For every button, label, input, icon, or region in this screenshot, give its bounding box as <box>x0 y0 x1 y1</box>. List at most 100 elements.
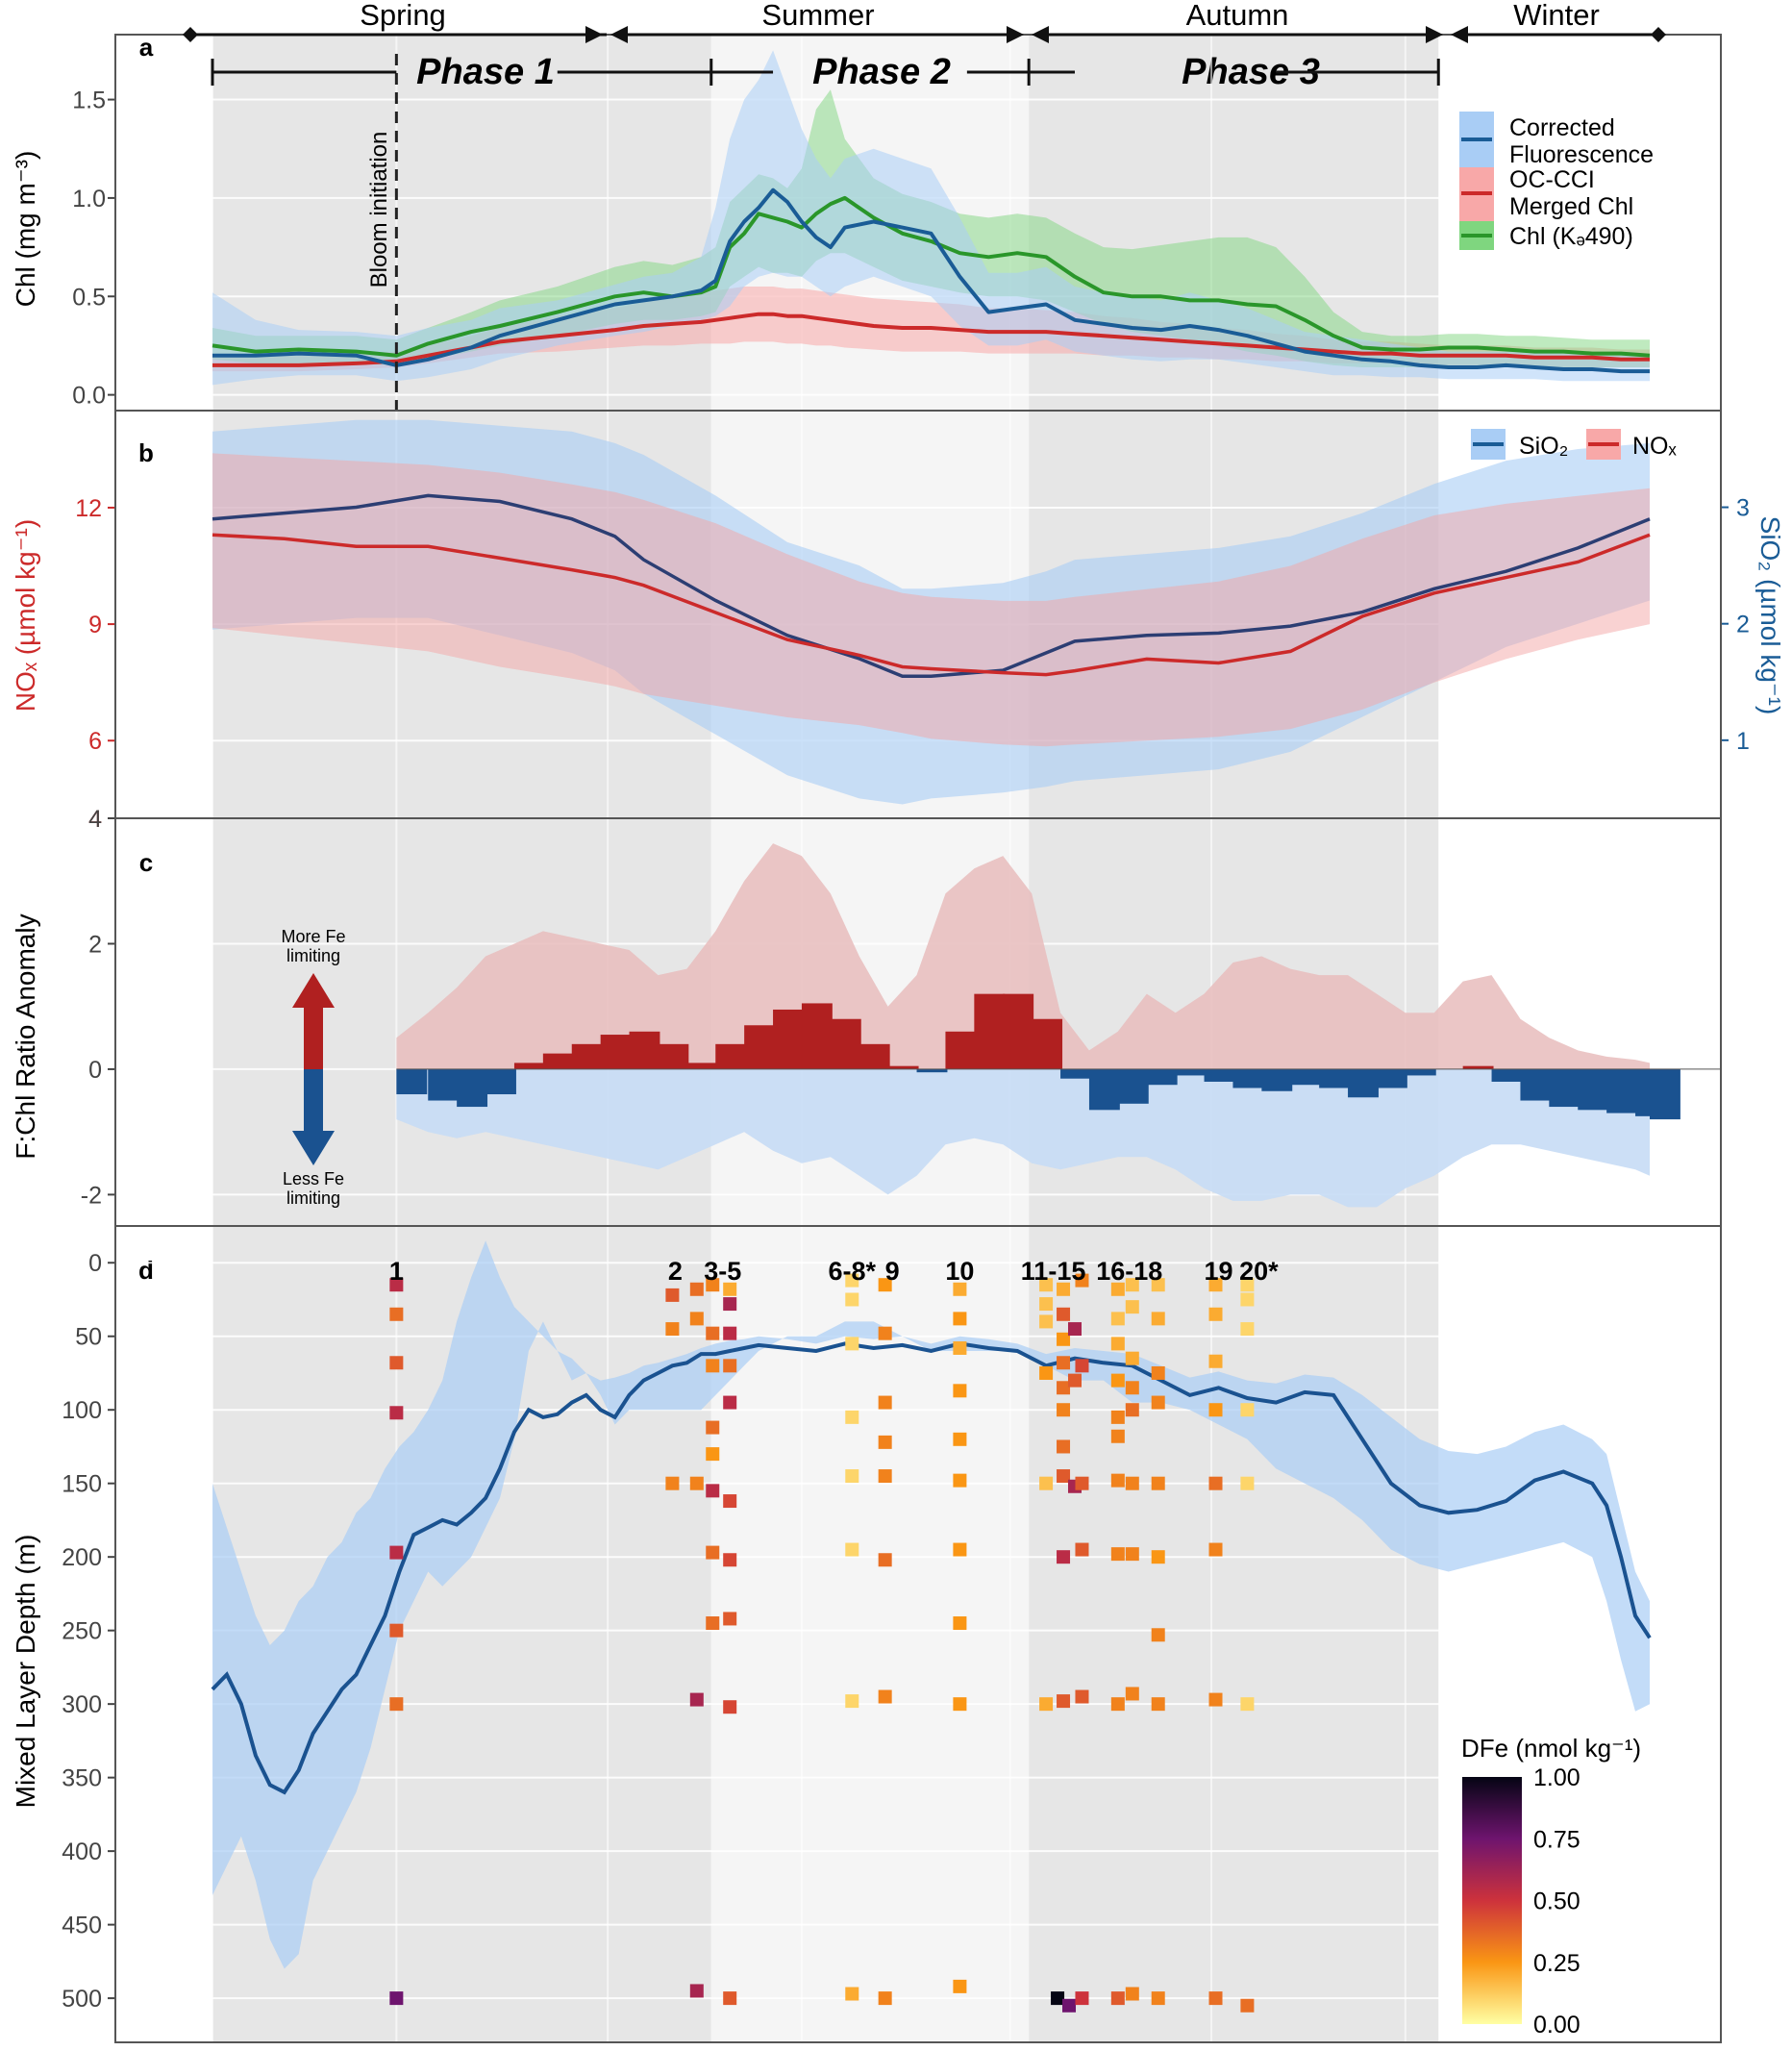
dfe-point-72 <box>1057 1403 1071 1417</box>
anomaly-bar-38 <box>1491 1068 1523 1082</box>
arrow-up-label-2: limiting <box>286 946 340 965</box>
anomaly-bar-9 <box>658 1043 689 1069</box>
tick-label-4: 200 <box>62 1544 102 1571</box>
dfe-point-60 <box>1039 1278 1054 1292</box>
season-label-summer: Summer <box>761 0 874 32</box>
panel-d-mld-band <box>212 1240 1650 1969</box>
dfe-point-54 <box>953 1432 967 1446</box>
spring-start-marker <box>183 27 198 42</box>
dfe-point-33 <box>723 1991 737 2006</box>
legend-corrected-fluorescence-band-2 <box>1459 140 1494 167</box>
anomaly-bar-44 <box>1650 1068 1680 1120</box>
summer-end-arrowhead <box>1007 26 1024 43</box>
dfe-point-31 <box>723 1612 737 1626</box>
dfe-point-91 <box>1110 1410 1125 1424</box>
dfe-point-90 <box>1110 1373 1125 1388</box>
panel-d-y-ticks: 0 50 100 150 200 250 300 350 400 450 500 <box>62 1250 115 2013</box>
tick-label-1: 0 <box>88 1057 102 1084</box>
anomaly-bar-11 <box>715 1043 747 1069</box>
dfe-point-71 <box>1057 1381 1071 1395</box>
dfe-point-50 <box>953 1282 967 1296</box>
dfe-point-64 <box>1039 1476 1054 1490</box>
dfe-point-93 <box>1110 1473 1125 1488</box>
dfe-point-87 <box>1110 1282 1125 1296</box>
legend-corrected-fluorescence-label-1: Corrected <box>1509 114 1615 141</box>
dfe-point-38 <box>845 1469 859 1484</box>
legend-corrected-fluorescence-label-2: Fluorescence <box>1509 141 1654 168</box>
anomaly-bar-34 <box>1376 1068 1407 1088</box>
dfe-point-100 <box>1125 1381 1139 1395</box>
tick-label-8: 400 <box>62 1838 102 1865</box>
winter-end-marker <box>1651 27 1666 42</box>
dfe-point-34 <box>845 1273 859 1288</box>
panel-c-label: c <box>139 848 153 877</box>
tick-label-10: 500 <box>62 1986 102 2013</box>
dfe-point-59 <box>953 1979 967 1993</box>
band-nox <box>212 453 1650 747</box>
dfe-point-53 <box>953 1384 967 1398</box>
anomaly-bar-17 <box>887 1065 919 1069</box>
dfe-point-114 <box>1151 1991 1165 2006</box>
dfe-point-126 <box>1240 1403 1255 1417</box>
dfe-point-116 <box>1208 1307 1223 1321</box>
dfe-point-57 <box>953 1616 967 1631</box>
station-label-6: 11-15 <box>1021 1257 1086 1286</box>
anomaly-bar-16 <box>859 1043 890 1069</box>
arrow-down-label-1: Less Fe <box>283 1169 344 1188</box>
dfe-point-125 <box>1240 1322 1255 1337</box>
dfe-point-45 <box>878 1435 892 1449</box>
autumn-end-arrowhead <box>1426 26 1443 43</box>
dfe-point-88 <box>1110 1312 1125 1326</box>
anomaly-bar-10 <box>686 1063 718 1069</box>
season-label-spring: Spring <box>360 0 446 32</box>
anomaly-bar-37 <box>1462 1065 1494 1069</box>
dfe-point-43 <box>878 1326 892 1340</box>
dfe-point-6 <box>389 1697 404 1712</box>
tick-label-9: 450 <box>62 1913 102 1939</box>
anomaly-bar-21 <box>1003 993 1034 1069</box>
dfe-point-3 <box>389 1406 404 1420</box>
band-corrected-fluorescence <box>212 50 1650 386</box>
station-label-5: 10 <box>945 1257 974 1286</box>
panel-c: c -2 0 2 4 F:Chl Ratio Anomaly More Fe limi… <box>11 806 1721 1226</box>
line-sio2 <box>212 493 1651 678</box>
dfe-point-124 <box>1240 1292 1255 1307</box>
tick-label-0: 4 <box>88 806 102 833</box>
dfe-point-120 <box>1208 1542 1223 1557</box>
dfe-point-25 <box>723 1297 737 1312</box>
season-arrows <box>183 26 1666 43</box>
arrow-down-label-2: limiting <box>286 1188 340 1208</box>
dfe-point-44 <box>878 1395 892 1410</box>
fe-limitation-arrow: More Fe limiting Less Fe limiting <box>281 927 345 1208</box>
tick-label-1: 50 <box>75 1324 102 1351</box>
station-label-2: 3-5 <box>704 1257 741 1286</box>
anomaly-bar-42 <box>1606 1068 1638 1113</box>
dfe-point-22 <box>706 1545 720 1560</box>
colorbar-fill <box>1462 1777 1522 2024</box>
dfe-point-18 <box>706 1359 720 1373</box>
panel-b-legend: SiO₂ NOₓ <box>1471 429 1678 460</box>
dfe-point-83 <box>1075 1476 1089 1490</box>
anomaly-bar-12 <box>744 1025 776 1069</box>
dfe-point-1 <box>389 1307 404 1321</box>
dfe-point-79 <box>1068 1373 1082 1388</box>
season-header: Spring Summer Autumn Winter <box>360 0 1600 32</box>
dfe-point-102 <box>1125 1476 1139 1490</box>
dfe-point-42 <box>878 1278 892 1292</box>
station-label-3: 6-8* <box>829 1257 877 1286</box>
tick-label-3: 1.5 <box>72 88 106 114</box>
line-oc-cci-merged-chl <box>212 312 1650 367</box>
station-label-1: 2 <box>668 1257 683 1286</box>
panel-c-bars <box>396 993 1721 1120</box>
anomaly-bar-27 <box>1175 1068 1207 1076</box>
dfe-point-9 <box>665 1322 680 1337</box>
anomaly-bar-23 <box>1060 1068 1091 1079</box>
tick-label-6: 300 <box>62 1691 102 1718</box>
anomaly-bar-28 <box>1204 1068 1235 1082</box>
phase-header: Phase 1 Phase 2 Phase 3 <box>416 52 1320 92</box>
dfe-point-127 <box>1240 1476 1255 1490</box>
panel-a: a 0.0 0.5 1.0 1.5 Chl (mg m⁻³) Bloom initia… <box>11 33 1721 411</box>
dfe-point-7 <box>389 1991 404 2006</box>
dfe-point-27 <box>723 1359 737 1373</box>
station-label-7: 16-18 <box>1096 1257 1162 1286</box>
